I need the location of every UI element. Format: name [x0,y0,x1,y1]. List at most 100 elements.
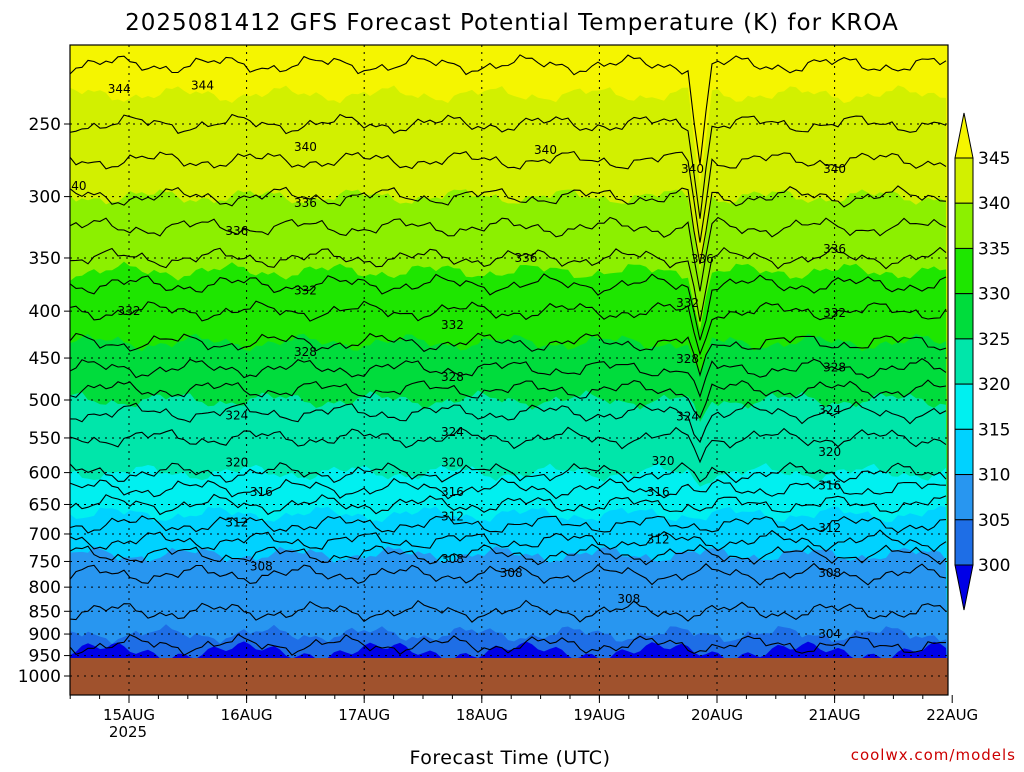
contour-label: 332 [823,306,846,320]
y-tick-label: 500 [29,391,61,411]
colorbar-swatch [954,383,974,430]
contour-304 [70,633,947,656]
colorbar-swatch [954,338,974,385]
x-tick-label: 21AUG [809,706,861,724]
colorbar-swatch [954,519,974,566]
contour-318 [70,477,947,500]
contour-label: 312 [441,510,464,524]
y-tick-label: 550 [29,429,61,449]
contour-label: 320 [652,454,675,468]
theta-fill-layer [70,45,948,695]
x-tick-label: 22AUG [926,706,978,724]
contour-label: 320 [225,456,248,470]
contour-label: 340 [64,179,87,193]
x-tick-label: 18AUG [456,706,508,724]
contour-314 [70,515,947,534]
contour-labels: 3443443443443403403403403403363363363363… [64,79,846,641]
contour-328 [70,358,947,399]
colorbar-swatch [954,247,974,295]
colorbar-label: 330 [978,285,1010,305]
contour-label: 340 [823,162,846,176]
colorbar-swatch [954,157,974,204]
contour-label: 324 [225,409,248,423]
y-tick-label: 300 [29,188,61,208]
credit-label: coolwx.com/models [851,746,1016,764]
colorbar-label: 320 [978,375,1010,395]
contour-label: 308 [250,560,273,574]
y-tick-label: 650 [29,495,61,515]
chart-title: 2025081412 GFS Forecast Potential Temper… [125,10,899,36]
contour-label: 328 [294,345,317,359]
contour-label: 344 [108,82,131,96]
contour-label: 324 [818,403,841,417]
ground-below-surface [70,658,948,695]
contour-label: 336 [294,196,317,210]
x-axis: 15AUG 16AUG 17AUG 18AUG 19AUG 20AUG 21AUG 22AUG [69,695,978,724]
theta-contour-layer [70,54,947,656]
contour-label: 308 [617,592,640,606]
contour-label: 316 [441,485,464,499]
contour-346 [70,54,947,165]
colorbar-label: 340 [978,194,1010,214]
colorbar-label: 315 [978,420,1010,440]
contour-label: 344 [191,79,214,93]
contour-label: 332 [294,284,317,298]
x-tick-label: 15AUG [103,706,155,724]
y-tick-label: 700 [29,525,61,545]
plot-frame [69,44,949,696]
contour-label: 308 [818,566,841,580]
contour-label: 320 [818,445,841,459]
colorbar-bottom-arrow [954,564,974,611]
colorbar-swatch [954,474,974,521]
contour-334 [70,273,947,341]
contour-330 [70,332,947,377]
contour-306 [70,599,947,623]
contour-label: 328 [441,370,464,384]
y-tick-label: 900 [29,625,61,645]
contour-320 [70,462,947,484]
colorbar-label: 345 [978,149,1010,169]
contour-308 [70,562,947,586]
y-tick-label: 750 [29,552,61,572]
contour-label: 332 [676,296,699,310]
colorbar-swatch [954,428,974,476]
contour-label: 340 [294,140,317,154]
contour-326 [70,379,947,419]
contour-340 [70,185,947,265]
x-tick-label: 16AUG [221,706,273,724]
contour-label: 336 [691,252,714,266]
contour-338 [70,216,947,292]
contour-312 [70,529,947,553]
contour-322 [70,426,947,464]
contour-label: 312 [647,533,670,547]
x-tick-label: 20AUG [691,706,743,724]
y-tick-label: 950 [29,647,61,667]
colorbar-swatch [954,202,974,249]
y-tick-label: 450 [29,349,61,369]
contour-label: 304 [818,627,841,641]
colorbar-label: 300 [978,556,1010,576]
y-tick-label: 350 [29,249,61,269]
colorbar-label: 335 [978,239,1010,259]
contour-label: 328 [823,361,846,375]
contour-342 [70,150,947,243]
contour-label: 316 [818,479,841,493]
contour-label: 308 [441,552,464,566]
contour-label: 324 [676,409,699,423]
contour-label: 336 [225,224,248,238]
y-axis: 250 300 350 400 450 500 550 600 650 700 750 800 850 9… [18,115,70,687]
contour-label: 312 [818,521,841,535]
colorbar-swatch [954,293,974,340]
contour-label: 332 [118,304,141,318]
year-label: 2025 [109,723,147,741]
contour-344 [70,113,947,219]
contour-332 [70,300,947,356]
x-tick-label: 17AUG [338,706,390,724]
x-axis-title: Forecast Time (UTC) [410,747,611,768]
contour-label: 336 [823,242,846,256]
contour-label: 340 [534,143,557,157]
colorbar-label: 305 [978,511,1010,531]
contour-label: 336 [514,251,537,265]
colorbar: 345 340 335 330 325 320 315 310 305 300 [954,112,1010,611]
